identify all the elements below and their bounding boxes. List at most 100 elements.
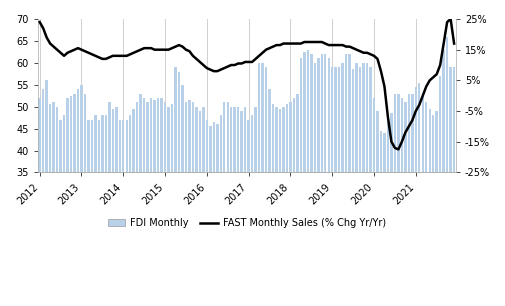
Bar xyxy=(80,85,83,172)
Bar xyxy=(206,120,208,172)
Bar xyxy=(262,63,264,172)
Bar xyxy=(188,100,191,172)
Bar xyxy=(317,58,320,172)
Bar xyxy=(439,76,441,172)
Bar xyxy=(289,102,292,172)
Bar xyxy=(429,109,431,172)
Bar xyxy=(380,131,382,172)
Bar xyxy=(202,107,205,172)
Bar xyxy=(161,98,163,172)
Bar xyxy=(73,94,76,172)
Bar xyxy=(70,96,72,172)
Bar xyxy=(282,107,285,172)
Legend: FDI Monthly, FAST Monthly Sales (% Chg Yr/Yr): FDI Monthly, FAST Monthly Sales (% Chg Y… xyxy=(104,214,390,232)
Bar xyxy=(341,63,344,172)
Bar xyxy=(38,98,41,172)
Bar xyxy=(404,102,407,172)
Bar xyxy=(247,120,250,172)
Bar xyxy=(112,109,114,172)
Bar xyxy=(143,98,145,172)
Bar xyxy=(84,94,86,172)
Bar xyxy=(328,58,330,172)
Bar xyxy=(338,67,340,172)
Bar xyxy=(397,94,399,172)
Bar xyxy=(275,107,278,172)
Bar xyxy=(345,54,347,172)
Bar xyxy=(195,107,197,172)
Bar xyxy=(408,94,410,172)
Bar xyxy=(167,107,170,172)
Bar xyxy=(251,115,254,172)
Bar xyxy=(198,111,201,172)
Bar xyxy=(146,102,149,172)
Bar xyxy=(258,63,260,172)
Bar xyxy=(321,54,323,172)
Bar xyxy=(442,50,445,172)
Bar xyxy=(449,67,452,172)
Bar xyxy=(272,104,274,172)
Bar xyxy=(94,115,96,172)
Bar xyxy=(240,111,243,172)
Bar xyxy=(383,133,386,172)
Bar xyxy=(373,98,375,172)
Bar xyxy=(435,111,438,172)
Bar xyxy=(286,104,288,172)
Bar xyxy=(425,102,427,172)
Bar xyxy=(77,89,79,172)
Bar xyxy=(97,120,100,172)
Bar xyxy=(307,50,309,172)
Bar xyxy=(363,63,365,172)
Bar xyxy=(174,67,177,172)
Bar xyxy=(216,124,219,172)
Bar xyxy=(108,102,111,172)
Bar xyxy=(359,67,361,172)
Bar xyxy=(53,102,55,172)
Bar xyxy=(296,94,298,172)
Bar xyxy=(181,85,184,172)
Bar xyxy=(390,113,393,172)
Bar xyxy=(334,67,337,172)
Bar xyxy=(60,120,62,172)
Bar xyxy=(192,102,194,172)
Bar xyxy=(139,94,142,172)
Bar xyxy=(279,109,281,172)
Bar xyxy=(230,107,232,172)
Bar xyxy=(293,98,295,172)
Bar xyxy=(418,83,421,172)
Bar xyxy=(331,67,333,172)
Bar xyxy=(268,89,271,172)
Bar xyxy=(150,98,153,172)
Bar xyxy=(366,63,368,172)
Bar xyxy=(66,98,69,172)
Bar xyxy=(157,98,159,172)
Bar xyxy=(369,67,372,172)
Bar xyxy=(255,107,257,172)
Bar xyxy=(132,109,135,172)
Bar xyxy=(122,120,125,172)
Bar xyxy=(42,89,44,172)
Bar xyxy=(220,115,222,172)
Bar xyxy=(453,67,456,172)
Bar xyxy=(411,94,414,172)
Bar xyxy=(400,98,403,172)
Bar xyxy=(303,52,306,172)
Bar xyxy=(49,104,52,172)
Bar xyxy=(387,115,389,172)
Bar xyxy=(394,94,396,172)
Bar xyxy=(209,126,212,172)
Bar xyxy=(129,115,131,172)
Bar xyxy=(119,120,121,172)
Bar xyxy=(45,80,48,172)
Bar xyxy=(154,100,156,172)
Bar xyxy=(237,107,239,172)
Bar xyxy=(227,102,229,172)
Bar xyxy=(314,63,316,172)
Bar xyxy=(422,94,424,172)
Bar xyxy=(87,120,90,172)
Bar xyxy=(136,102,138,172)
Bar xyxy=(348,54,351,172)
Bar xyxy=(376,111,379,172)
Bar xyxy=(223,102,225,172)
Bar xyxy=(101,115,104,172)
Bar xyxy=(324,54,326,172)
